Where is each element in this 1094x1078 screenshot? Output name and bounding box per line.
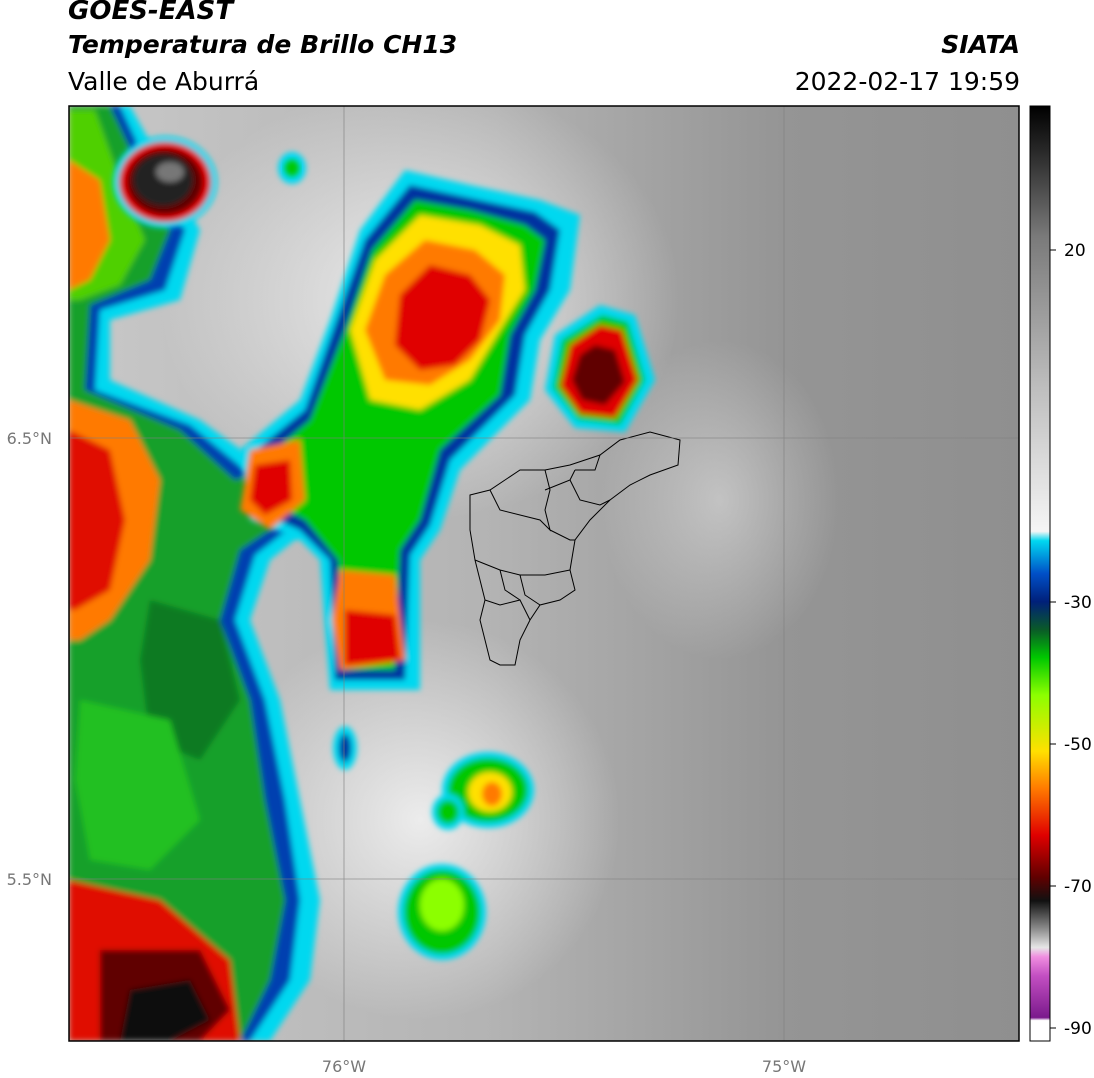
region-label: Valle de Aburrá [68,67,260,96]
convective-cell-central [240,170,580,690]
lon-tick-75w: 75°W [762,1057,806,1076]
brightness-temperature-field [69,106,1019,1041]
colorbar-tick-minus-30: -30 [1064,593,1092,613]
organization-label: SIATA [941,30,1020,59]
convective-cell-northwest [113,136,217,228]
colorbar-tick-minus-70: -70 [1064,877,1092,897]
map-frame [68,105,1020,1042]
lat-tick-6-5n: 6.5°N [7,429,52,448]
datetime-label: 2022-02-17 19:59 [794,67,1020,96]
lon-tick-76w: 76°W [322,1057,366,1076]
colorbar: 20 -30 -50 -70 -90 [1029,105,1092,1042]
convective-cell-east [545,305,655,432]
colorbar-scale [1029,105,1051,1042]
lat-tick-5-5n: 5.5°N [7,870,52,889]
cloud-tops [69,106,330,1041]
colorbar-tick-minus-50: -50 [1064,735,1092,755]
convective-cell-south [333,726,534,960]
graticule [69,106,1019,1041]
colorbar-tick-20: 20 [1064,241,1086,261]
colorbar-tick-minus-90: -90 [1064,1019,1092,1039]
valle-de-aburra-boundaries [469,431,681,666]
product-title: Temperatura de Brillo CH13 [68,30,458,59]
satellite-name: GOES-EAST [68,0,234,26]
